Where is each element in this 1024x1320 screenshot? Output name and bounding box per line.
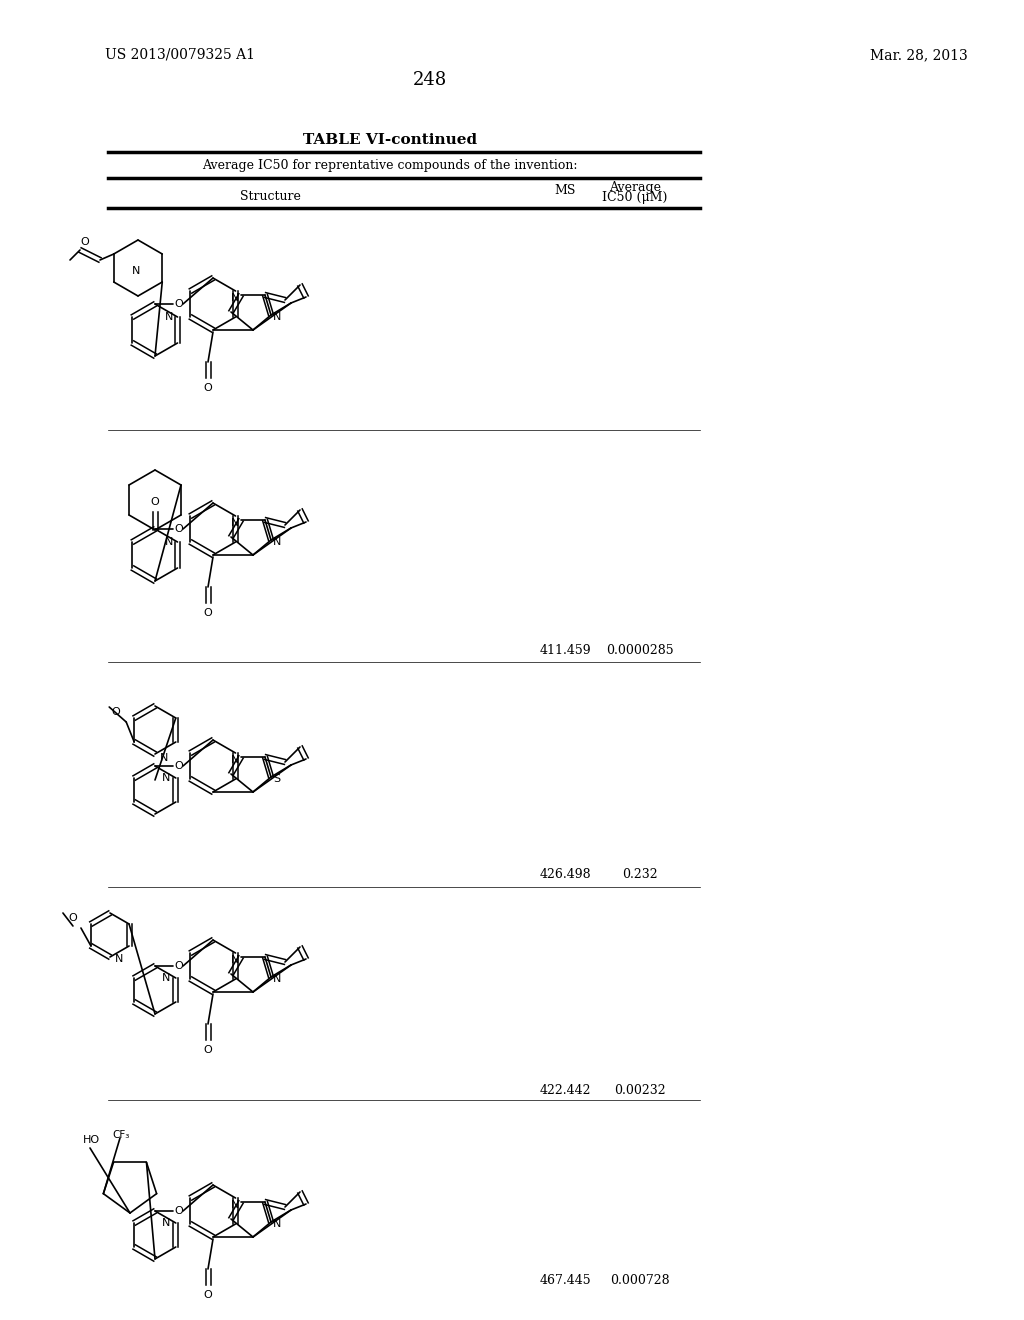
- Text: O: O: [204, 1045, 212, 1055]
- Text: CF₃: CF₃: [112, 1130, 129, 1140]
- Text: IC50 (μM): IC50 (μM): [602, 191, 668, 205]
- Text: 467.445: 467.445: [540, 1274, 591, 1287]
- Text: N: N: [230, 1200, 240, 1210]
- Text: O: O: [175, 1206, 183, 1216]
- Text: N: N: [160, 752, 168, 763]
- Text: HO: HO: [83, 1135, 100, 1144]
- Text: S: S: [273, 774, 281, 784]
- Text: O: O: [81, 238, 89, 247]
- Text: N: N: [115, 954, 123, 964]
- Text: O: O: [151, 498, 160, 507]
- Text: O: O: [204, 1290, 212, 1300]
- Text: 0.00232: 0.00232: [614, 1084, 666, 1097]
- Text: N: N: [272, 312, 282, 322]
- Text: N: N: [272, 974, 282, 983]
- Text: N: N: [230, 755, 240, 766]
- Text: MS: MS: [554, 183, 575, 197]
- Text: O: O: [175, 961, 183, 972]
- Text: N: N: [272, 537, 282, 546]
- Text: 422.442: 422.442: [540, 1084, 591, 1097]
- Text: Structure: Structure: [240, 190, 300, 202]
- Text: O: O: [204, 609, 212, 618]
- Text: O: O: [69, 913, 78, 923]
- Text: Average IC50 for reprentative compounds of the invention:: Average IC50 for reprentative compounds …: [203, 158, 578, 172]
- Text: Average: Average: [609, 181, 662, 194]
- Text: US 2013/0079325 A1: US 2013/0079325 A1: [105, 48, 255, 62]
- Text: N: N: [162, 1218, 170, 1228]
- Text: 411.459: 411.459: [540, 644, 591, 656]
- Text: 248: 248: [413, 71, 447, 88]
- Text: N: N: [132, 267, 140, 276]
- Text: N: N: [230, 954, 240, 965]
- Text: 0.232: 0.232: [623, 869, 657, 882]
- Text: N: N: [165, 537, 174, 546]
- Text: N: N: [162, 774, 170, 783]
- Text: O: O: [204, 383, 212, 393]
- Text: Mar. 28, 2013: Mar. 28, 2013: [870, 48, 968, 62]
- Text: N: N: [162, 973, 170, 983]
- Text: O: O: [175, 524, 183, 535]
- Text: 426.498: 426.498: [540, 869, 591, 882]
- Text: N: N: [230, 517, 240, 528]
- Text: N: N: [165, 312, 174, 322]
- Text: N: N: [230, 293, 240, 304]
- Text: TABLE VI-continued: TABLE VI-continued: [303, 133, 477, 147]
- Text: 0.0000285: 0.0000285: [606, 644, 674, 656]
- Text: N: N: [272, 1218, 282, 1229]
- Text: O: O: [175, 300, 183, 309]
- Text: O: O: [175, 762, 183, 771]
- Text: O: O: [112, 708, 121, 717]
- Text: 0.000728: 0.000728: [610, 1274, 670, 1287]
